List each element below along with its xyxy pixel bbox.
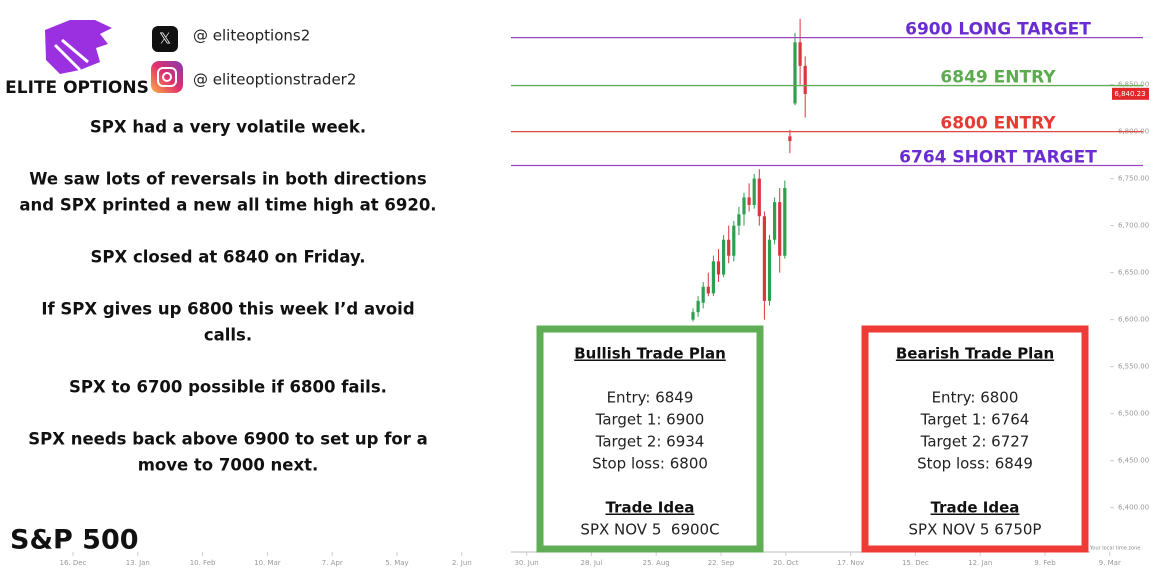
timezone-note: Your local time zone: [1089, 546, 1140, 552]
level-label: 6800 ENTRY: [940, 114, 1056, 134]
y-tick-label: 6,650.00: [1118, 269, 1149, 277]
x-handle: @ eliteoptions2: [193, 27, 310, 45]
instagram-icon: [151, 61, 183, 93]
y-tick-label: 6,550.00: [1118, 363, 1149, 371]
candle-body: [783, 188, 787, 256]
candle-body: [793, 42, 797, 104]
y-tick-label: 6,450.00: [1118, 457, 1149, 465]
commentary-line: We saw lots of reversals in both directi…: [29, 170, 427, 189]
index-name: S&P 500: [10, 525, 139, 556]
commentary-line: SPX closed at 6840 on Friday.: [91, 248, 366, 267]
idea: SPX NOV 5 6750P: [909, 521, 1042, 539]
plan-box: [861, 325, 1089, 553]
plan-line: Entry: 6800: [932, 389, 1019, 407]
commentary-line: move to 7000 next.: [138, 456, 319, 475]
x-tick-label: 7. Apr: [322, 559, 343, 567]
instagram-handle: @ eliteoptionstrader2: [193, 71, 356, 89]
candle-body: [732, 225, 736, 256]
level-label: 6764 SHORT TARGET: [899, 147, 1097, 167]
x-tick-label: 12. Jan: [968, 559, 992, 567]
candle-body: [767, 239, 772, 301]
commentary-line: If SPX gives up 6800 this week I’d avoid: [41, 300, 414, 319]
x-tick-label: 2. Jun: [452, 559, 472, 567]
x-tick-label: 20. Oct: [773, 559, 799, 567]
candle-body: [722, 239, 726, 275]
plan-line: Entry: 6849: [607, 389, 694, 407]
y-tick-label: 6,700.00: [1118, 222, 1149, 230]
candle-body: [716, 261, 721, 275]
x-tick-label: 15. Dec: [902, 559, 929, 567]
candle-body: [798, 42, 802, 66]
candle-body: [757, 178, 761, 217]
x-tick-label: 28. Jul: [580, 559, 602, 567]
brand: ELITE OPTIONS: [5, 78, 149, 98]
instagram-glyph: [162, 72, 172, 82]
x-tick-label: 17. Nov: [837, 559, 864, 567]
candle-body: [737, 214, 741, 226]
plan-box: [536, 325, 764, 553]
last-price-label: 6,840.23: [1114, 90, 1145, 98]
x-tick-label: 10. Feb: [190, 559, 216, 567]
level-label: 6849 ENTRY: [940, 68, 1056, 88]
x-icon: [152, 26, 178, 52]
y-tick-label: 6,500.00: [1118, 410, 1149, 418]
x-tick-label: 5. May: [385, 559, 408, 567]
plan-line: Target 2: 6727: [920, 433, 1030, 451]
x-tick-label: 9. Mar: [1099, 559, 1121, 567]
last-price-tag: [1112, 87, 1149, 100]
instagram-glyph: [157, 67, 177, 87]
candle-body: [742, 197, 746, 215]
x-tick-label: 25. Aug: [643, 559, 670, 567]
candle-body: [778, 202, 782, 256]
candle-body: [752, 178, 756, 205]
y-tick-label: 6,600.00: [1118, 316, 1149, 324]
candle-body: [788, 136, 792, 142]
candle-body: [696, 300, 700, 313]
commentary-line: calls.: [204, 326, 252, 345]
commentary-line: and SPX printed a new all time high at 6…: [19, 196, 436, 215]
x-tick-label: 9. Feb: [1034, 559, 1056, 567]
plan-title: Bearish Trade Plan: [896, 345, 1054, 363]
level-label: 6900 LONG TARGET: [905, 20, 1091, 40]
candle-body: [706, 286, 710, 294]
candle-body: [691, 312, 695, 320]
idea-title: Trade Idea: [606, 499, 695, 517]
candle-body: [762, 216, 766, 301]
idea-title: Trade Idea: [931, 499, 1020, 517]
x-tick-label: 30. Jun: [514, 559, 538, 567]
plan-line: Target 1: 6900: [595, 411, 705, 429]
candle-body: [727, 239, 731, 256]
y-tick-label: 6,400.00: [1118, 504, 1149, 512]
x-tick-label: 10. Mar: [254, 559, 281, 567]
candle-body: [711, 261, 715, 294]
logo: [45, 20, 112, 74]
candle-body: [747, 197, 751, 205]
plan-line: Stop loss: 6849: [917, 455, 1033, 473]
commentary-line: SPX had a very volatile week.: [90, 118, 366, 137]
plan-line: Target 1: 6764: [920, 411, 1030, 429]
idea: SPX NOV 5 6900C: [580, 521, 719, 539]
plan-title: Bullish Trade Plan: [574, 345, 726, 363]
x-tick-label: 22. Sep: [708, 559, 735, 567]
y-tick-label: 6,750.00: [1118, 175, 1149, 183]
plan-line: Target 2: 6934: [595, 433, 705, 451]
candle-body: [803, 65, 807, 95]
plan-line: Stop loss: 6800: [592, 455, 708, 473]
commentary-line: SPX to 6700 possible if 6800 fails.: [69, 378, 387, 397]
x-glyph: 𝕏: [159, 30, 171, 48]
commentary-line: SPX needs back above 6900 to set up for …: [28, 430, 427, 449]
x-tick-label: 16. Dec: [60, 559, 87, 567]
x-tick-label: 13. Jan: [126, 559, 150, 567]
candle-body: [773, 202, 777, 240]
y-tick-label: 6,850.00: [1118, 81, 1149, 89]
candle-body: [701, 286, 705, 303]
